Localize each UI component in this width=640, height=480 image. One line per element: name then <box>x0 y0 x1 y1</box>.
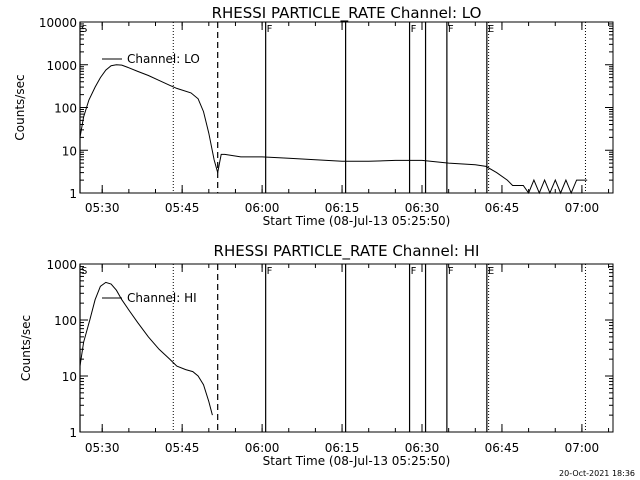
plot-frame <box>79 21 614 194</box>
x-tick-label: 06:15 <box>325 441 360 455</box>
event-marker-label: S <box>81 266 87 277</box>
event-marker-label: F <box>448 266 454 277</box>
x-axis-label: Start Time (08-Jul-13 05:25:50) <box>263 214 451 228</box>
x-tick-label: 05:45 <box>165 201 200 215</box>
x-tick-label: 07:00 <box>565 441 600 455</box>
y-axis-label: Counts/sec <box>13 74 27 140</box>
event-marker-label: F <box>411 24 417 35</box>
timestamp-stamp: 20-Oct-2021 18:36 <box>559 469 635 478</box>
x-tick-label: 07:00 <box>565 201 600 215</box>
legend-label: Channel: LO <box>127 52 200 66</box>
event-marker-label: E <box>488 266 494 277</box>
chart-title: RHESSI PARTICLE_RATE Channel: HI <box>214 242 480 261</box>
y-tick-label: 1000 <box>46 59 77 73</box>
y-tick-label: 1 <box>69 187 77 201</box>
chart-title: RHESSI PARTICLE_RATE Channel: LO <box>212 4 482 23</box>
plot-frame <box>79 263 614 433</box>
y-tick-label: 10 <box>62 370 77 384</box>
x-tick-label: 05:45 <box>165 441 200 455</box>
series-line <box>79 281 213 416</box>
event-marker-label: E <box>488 24 494 35</box>
event-marker-label: F <box>411 266 417 277</box>
panel-lo-channel: RHESSI PARTICLE_RATE Channel: LO 1 10 100 10… <box>13 4 614 228</box>
event-marker-label: S <box>81 24 87 35</box>
y-tick-label: 10 <box>62 144 77 158</box>
y-tick-label: 10000 <box>39 16 77 30</box>
y-axis-label: Counts/sec <box>19 315 33 381</box>
y-tick-label: 100 <box>54 102 77 116</box>
series-line <box>79 64 588 195</box>
y-tick-label: 1 <box>69 426 77 440</box>
x-tick-label: 06:15 <box>325 201 360 215</box>
legend-label: Channel: HI <box>127 291 197 305</box>
panel-hi-channel: RHESSI PARTICLE_RATE Channel: HI 1 10 100 10… <box>19 242 614 468</box>
x-tick-label: 06:30 <box>405 441 440 455</box>
x-tick-label: 06:00 <box>245 441 280 455</box>
x-tick-label: 05:30 <box>85 441 120 455</box>
x-tick-label: 06:45 <box>485 201 520 215</box>
y-tick-label: 1000 <box>46 258 77 272</box>
event-marker-label: F <box>267 266 273 277</box>
x-tick-label: 06:30 <box>405 201 440 215</box>
event-marker-label: F <box>448 24 454 35</box>
event-marker-label: F <box>267 24 273 35</box>
y-tick-label: 100 <box>54 314 77 328</box>
x-tick-label: 05:30 <box>85 201 120 215</box>
x-tick-label: 06:00 <box>245 201 280 215</box>
x-tick-label: 06:45 <box>485 441 520 455</box>
x-axis-label: Start Time (08-Jul-13 05:25:50) <box>263 454 451 468</box>
